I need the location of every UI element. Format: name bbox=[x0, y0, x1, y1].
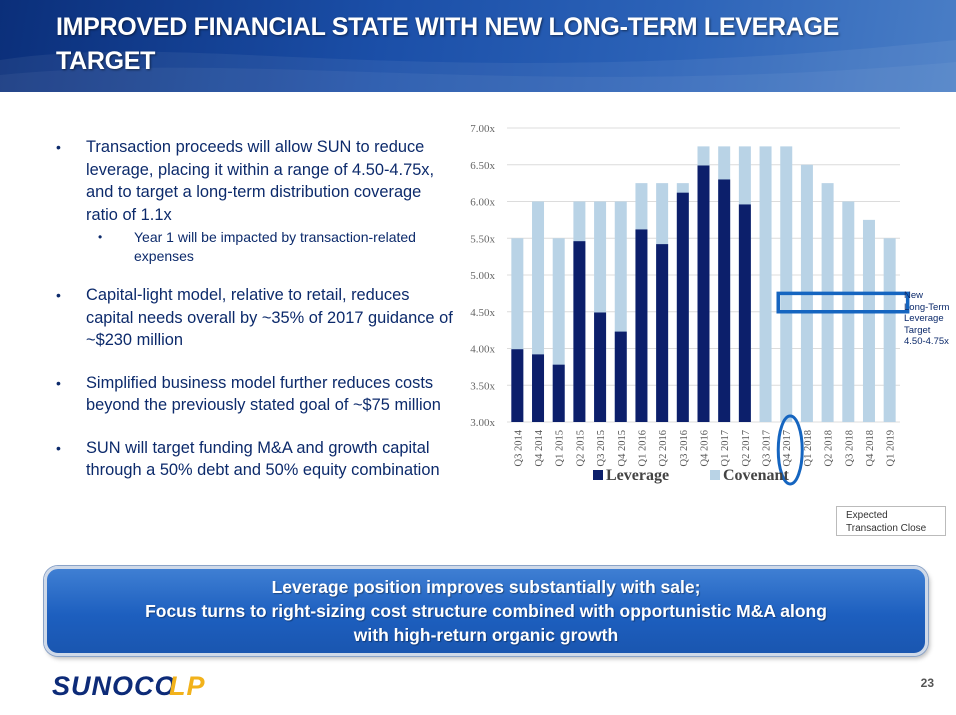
target-label: New Long-Term Leverage Target 4.50-4.75x bbox=[904, 290, 956, 348]
leverage-bar bbox=[532, 354, 545, 422]
x-tick-label: Q3 2015 bbox=[596, 430, 607, 466]
x-tick-label: Q4 2018 bbox=[865, 430, 876, 466]
leverage-chart: 3.00x 3.50x 4.00x 4.50x 5.00x 5.50x 6.00x 6.50x… bbox=[470, 123, 910, 486]
x-tick-label: Q1 2016 bbox=[637, 430, 648, 466]
leverage-bar bbox=[676, 192, 689, 422]
x-tick-label: Q1 2018 bbox=[803, 430, 814, 466]
x-tick-label: Q2 2016 bbox=[658, 430, 669, 466]
x-tick-label: Q1 2017 bbox=[720, 430, 731, 466]
header-band: IMPROVED FINANCIAL STATE WITH NEW LONG-T… bbox=[0, 0, 956, 92]
svg-text:LP: LP bbox=[169, 671, 206, 701]
x-tick-label: Q2 2015 bbox=[575, 430, 586, 466]
bullet-text: Transaction proceeds will allow SUN to r… bbox=[86, 138, 435, 224]
covenant-bar bbox=[821, 183, 834, 422]
x-tick-label: Q2 2018 bbox=[824, 430, 835, 466]
x-tick-label: Q3 2017 bbox=[762, 430, 773, 466]
leverage-bar bbox=[635, 229, 648, 422]
leverage-bar bbox=[614, 331, 627, 422]
leverage-bar bbox=[656, 244, 669, 422]
callout-line: Transaction Close bbox=[846, 523, 927, 534]
bullet-item: SUN will target funding M&A and growth c… bbox=[56, 437, 456, 482]
bullet-item: Simplified business model further reduce… bbox=[56, 372, 456, 417]
x-tick-label: Q3 2014 bbox=[513, 429, 524, 466]
target-label-line: New bbox=[904, 290, 924, 301]
x-tick-label: Q4 2017 bbox=[782, 430, 793, 466]
leverage-bar bbox=[738, 204, 751, 422]
banner-line-1: Leverage position improves substantially… bbox=[271, 577, 701, 597]
y-tick-label: 5.00x bbox=[470, 270, 495, 282]
bullet-item: Capital-light model, relative to retail,… bbox=[56, 284, 456, 352]
leverage-bar bbox=[511, 349, 524, 422]
covenant-bar bbox=[883, 238, 896, 422]
covenant-bar bbox=[862, 219, 875, 422]
callout-line: Expected bbox=[846, 510, 888, 521]
banner-line-3: with high-return organic growth bbox=[353, 625, 619, 645]
x-tick-label: Q1 2015 bbox=[555, 430, 566, 466]
legend-label-leverage: Leverage bbox=[606, 467, 669, 484]
banner-line-2: Focus turns to right-sizing cost structu… bbox=[145, 601, 827, 621]
svg-text:SUNOCO: SUNOCO bbox=[52, 671, 177, 701]
covenant-bar bbox=[532, 201, 545, 422]
covenant-bar bbox=[780, 146, 793, 422]
x-tick-label: Q2 2017 bbox=[741, 430, 752, 466]
x-tick-label: Q3 2016 bbox=[679, 430, 690, 466]
legend-swatch-leverage bbox=[593, 470, 603, 480]
x-tick-label: Q4 2015 bbox=[617, 430, 628, 466]
target-range-box bbox=[776, 291, 910, 314]
sub-bullet-list: Year 1 will be impacted by transaction-r… bbox=[86, 228, 456, 266]
highlight-ellipse bbox=[776, 414, 804, 486]
sunoco-lp-logo: SUNOCO LP bbox=[52, 671, 206, 701]
y-tick-label: 6.00x bbox=[470, 197, 495, 209]
x-tick-label: Q1 2019 bbox=[886, 430, 897, 466]
page-number: 23 bbox=[920, 676, 934, 690]
bullet-item: Transaction proceeds will allow SUN to r… bbox=[56, 136, 456, 266]
y-tick-label: 3.50x bbox=[470, 380, 495, 392]
page-title: IMPROVED FINANCIAL STATE WITH NEW LONG-T… bbox=[56, 13, 839, 75]
bullet-list: Transaction proceeds will allow SUN to r… bbox=[56, 136, 456, 502]
y-tick-label: 7.00x bbox=[470, 123, 495, 135]
x-tick-label: Q4 2014 bbox=[534, 429, 545, 466]
target-label-line: Target bbox=[904, 324, 931, 336]
covenant-bar bbox=[614, 201, 627, 422]
legend-swatch-covenant bbox=[710, 470, 720, 480]
x-tick-label: Q4 2016 bbox=[700, 430, 711, 466]
summary-banner: Leverage position improves substantially… bbox=[44, 566, 928, 656]
y-tick-label: 3.00x bbox=[470, 417, 495, 429]
target-label-line: 4.50-4.75x bbox=[904, 336, 949, 347]
y-tick-label: 4.50x bbox=[470, 307, 495, 319]
leverage-bar bbox=[718, 179, 731, 422]
target-label-line: Long-Term bbox=[904, 301, 950, 313]
leverage-bar bbox=[594, 312, 607, 422]
target-label-line: Leverage bbox=[904, 313, 944, 324]
covenant-bar bbox=[552, 238, 565, 422]
leverage-bar bbox=[573, 241, 586, 422]
header-wave-decoration bbox=[0, 40, 956, 92]
y-tick-label: 6.50x bbox=[470, 160, 495, 172]
covenant-bar bbox=[594, 201, 607, 422]
leverage-bar bbox=[697, 165, 710, 423]
y-tick-label: 4.00x bbox=[470, 344, 495, 356]
x-tick-label: Q3 2018 bbox=[844, 430, 855, 466]
sub-bullet-item: Year 1 will be impacted by transaction-r… bbox=[98, 228, 456, 266]
y-tick-label: 5.50x bbox=[470, 233, 495, 245]
leverage-bar bbox=[552, 364, 565, 422]
covenant-bar bbox=[511, 238, 524, 422]
transaction-close-callout: Expected Transaction Close bbox=[836, 506, 946, 536]
covenant-bar bbox=[759, 146, 772, 422]
legend-label-covenant: Covenant bbox=[723, 467, 789, 484]
